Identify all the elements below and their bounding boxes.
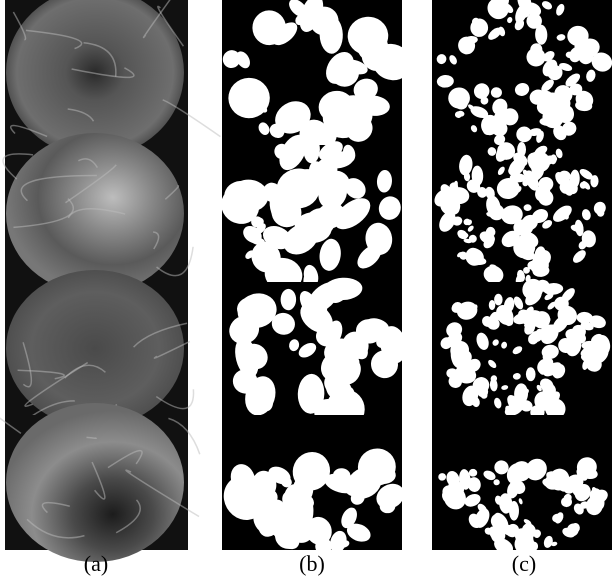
lesion-blob <box>494 294 503 306</box>
segmentation-column <box>431 0 612 558</box>
fundus-disc <box>6 133 184 294</box>
lesion-blob <box>489 300 496 310</box>
fundus-disc <box>6 403 184 562</box>
vessel <box>86 437 96 438</box>
lesion-blob <box>281 289 297 310</box>
page: (a) (b) (c) (() => { const data = JSON.p… <box>0 0 612 581</box>
lesion-blob <box>303 136 320 164</box>
caption: (a) <box>84 551 108 576</box>
lesion-blob <box>509 501 519 521</box>
segmentation-column <box>214 0 417 556</box>
figure: (a) (b) (c) <box>0 0 612 581</box>
caption: (c) <box>512 551 536 576</box>
caption: (b) <box>299 551 325 576</box>
fundus-column <box>0 0 220 562</box>
